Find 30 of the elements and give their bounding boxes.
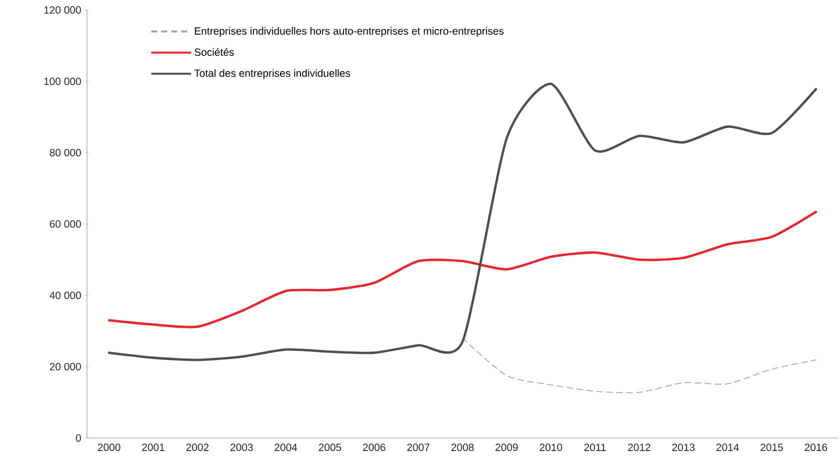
x-tick-label: 2013	[672, 444, 695, 452]
y-tick-label: 0	[76, 434, 81, 442]
y-tick-label: 100 000	[44, 78, 81, 86]
x-tick-label: 2012	[628, 444, 650, 452]
x-tick-label: 2004	[274, 444, 298, 452]
x-tick-label: 2014	[716, 444, 739, 452]
x-tick-label: 2008	[451, 444, 474, 452]
x-tick-label: 2002	[186, 444, 209, 452]
x-tick-label: 2001	[142, 444, 164, 452]
x-tick-label: 2009	[496, 444, 518, 452]
x-tick-label: 2016	[804, 444, 828, 452]
y-tick-label: 120 000	[44, 6, 81, 14]
x-tick-label: 2000	[98, 444, 120, 452]
x-tick-label: 2011	[584, 444, 606, 452]
legend-label: Entreprises individuelles hors auto-entreprises et micro-entreprises	[194, 27, 504, 37]
line-series	[108, 210, 818, 328]
x-tick-label: 2006	[363, 444, 386, 452]
line-series	[462, 338, 816, 394]
y-tick-label: 40 000	[50, 292, 81, 300]
x-tick-label: 2015	[760, 444, 783, 452]
y-tick-label: 80 000	[50, 148, 81, 156]
x-tick-label: 2007	[407, 444, 430, 452]
legend-label: Sociétés	[194, 48, 234, 56]
legend-label: Total des entreprises individuelles	[194, 69, 350, 79]
y-tick-label: 20 000	[50, 362, 81, 370]
x-tick-label: 2010	[540, 444, 562, 452]
x-tick-label: 2003	[230, 444, 253, 452]
y-tick-label: 60 000	[50, 220, 81, 228]
x-tick-label: 2005	[318, 444, 342, 452]
line-series	[108, 82, 818, 362]
